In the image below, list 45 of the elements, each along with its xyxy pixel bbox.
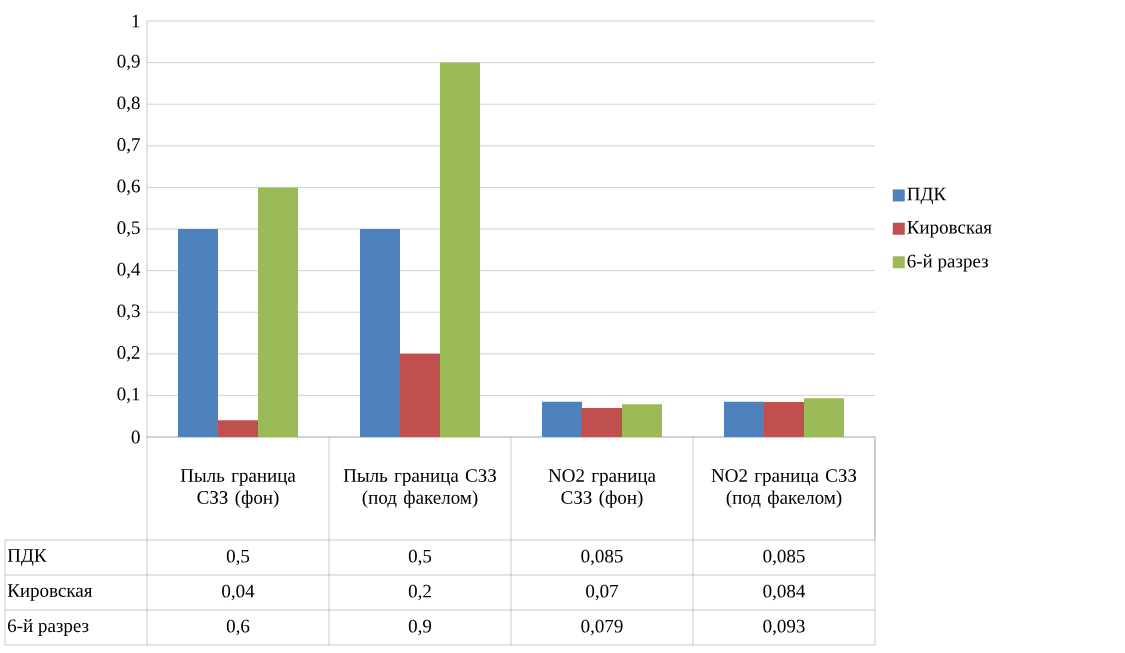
data-label: 0,084 — [763, 584, 806, 601]
data-label: 0,6 — [226, 619, 250, 636]
x-tick-label: NO2 граница СЗЗ (под факелом) — [711, 469, 857, 508]
data-label: 0,085 — [581, 549, 623, 566]
y-tick-label: 0,8 — [117, 96, 140, 112]
bar — [360, 229, 400, 437]
y-tick-label: 0,2 — [117, 346, 140, 362]
data-label: 0,5 — [408, 549, 432, 566]
y-tick-label: 0,3 — [117, 304, 140, 320]
y-tick-label: 0,6 — [117, 179, 140, 196]
legend-label: Кировская — [907, 221, 992, 238]
bar — [258, 187, 298, 437]
data-label: 0,2 — [408, 584, 431, 601]
bar — [400, 353, 440, 437]
bar — [622, 404, 662, 437]
x-tick-label: Пыль граница СЗЗ (под факелом) — [343, 469, 496, 508]
data-label: 0,079 — [581, 619, 623, 636]
y-tick-label: 0,9 — [117, 54, 140, 71]
bar — [218, 420, 258, 437]
y-tick-label: 0 — [131, 430, 140, 444]
y-tick-label: 0,5 — [117, 221, 140, 237]
text: 6-й разрез — [8, 618, 89, 637]
legend-label: ПДК — [907, 187, 947, 205]
x-tick-label: Пыль граница СЗЗ (фон) — [180, 469, 296, 508]
data-label: 0,5 — [226, 549, 250, 566]
y-tick-label: 0,4 — [117, 262, 141, 279]
bar — [542, 401, 582, 437]
bar — [440, 62, 480, 437]
y-tick-label: 1 — [132, 14, 140, 28]
x-tick-label: NO2 граница СЗЗ (фон) — [548, 469, 656, 508]
text: ПДК — [7, 549, 47, 566]
bar — [178, 229, 218, 437]
bar — [724, 401, 764, 437]
data-label: 0,085 — [763, 549, 805, 566]
data-label: 0,9 — [408, 619, 432, 636]
y-tick-label: 0,1 — [117, 387, 140, 404]
data-label: 0,04 — [222, 584, 255, 601]
legend-label: 6-й разрез — [907, 254, 988, 272]
bar — [764, 402, 804, 437]
bar — [804, 398, 844, 437]
text: Кировская — [7, 584, 93, 601]
y-tick-label: 0,7 — [117, 138, 140, 154]
data-label: 0,07 — [586, 584, 619, 601]
data-label: 0,093 — [763, 619, 805, 636]
bar — [582, 407, 622, 437]
